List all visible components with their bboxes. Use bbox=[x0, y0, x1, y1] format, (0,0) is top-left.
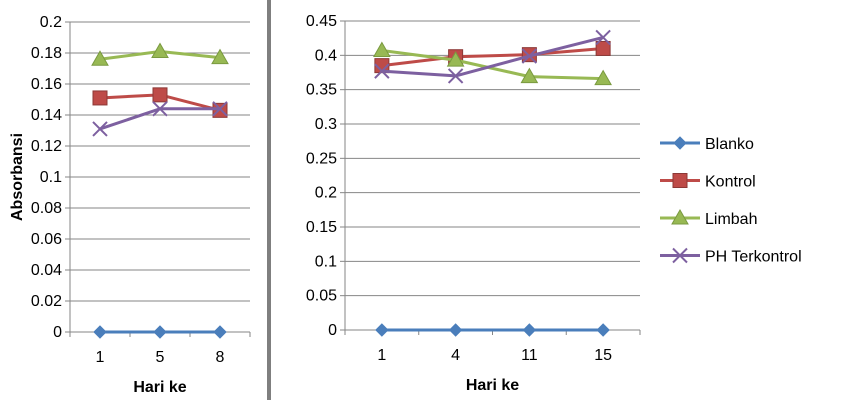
chart-right-y-tick-label: 0.3 bbox=[315, 116, 337, 133]
legend: Blanko Kontrol Limbah PH Terkontrol bbox=[660, 136, 802, 266]
chart-right-point-ph-terkontrol bbox=[447, 68, 464, 84]
legend-marker-limbah bbox=[671, 208, 689, 225]
legend-label-kontrol: Kontrol bbox=[705, 174, 756, 191]
chart-right-point-ph-terkontrol bbox=[595, 29, 611, 46]
chart-right-y-tick-label: 0.4 bbox=[315, 47, 337, 64]
chart-left-point-kontrol bbox=[92, 90, 108, 106]
chart-left-point-blanko bbox=[153, 325, 167, 339]
chart-left-y-axis-title: Absorbansi bbox=[9, 133, 26, 221]
chart-left-point-ph-terkontrol bbox=[152, 101, 168, 117]
chart-left-point-ph-terkontrol bbox=[92, 121, 108, 137]
chart-right-y-tick-label: 0.1 bbox=[315, 253, 337, 270]
chart-right-y-tick-label: 0.25 bbox=[306, 150, 337, 167]
legend-label-blanko: Blanko bbox=[705, 136, 754, 153]
chart-right-x-tick-label: 1 bbox=[377, 347, 386, 364]
chart-left-y-tick-label: 0.14 bbox=[31, 107, 62, 124]
panel-separator bbox=[267, 0, 271, 400]
chart-right-point-blanko bbox=[448, 323, 463, 337]
chart-left-point-limbah bbox=[151, 42, 169, 58]
chart-left-y-tick-label: 0.02 bbox=[31, 293, 62, 310]
legend-label-limbah: Limbah bbox=[705, 211, 757, 228]
chart-left-y-tick-label: 0.06 bbox=[31, 231, 62, 248]
chart-right-series-line-kontrol bbox=[381, 46, 604, 68]
chart-left-point-limbah bbox=[211, 48, 229, 65]
chart-left-point-kontrol bbox=[212, 102, 228, 118]
chart-right-point-ph-terkontrol bbox=[521, 48, 538, 64]
chart-left-y-tick-label: 0.08 bbox=[31, 200, 62, 217]
legend-marker-ph-terkontrol bbox=[672, 247, 688, 264]
chart-right-point-limbah bbox=[373, 41, 391, 58]
chart-left-point-limbah bbox=[91, 50, 109, 66]
chart-right-point-limbah bbox=[594, 69, 612, 86]
chart-right-series-line-limbah bbox=[381, 49, 604, 81]
chart-right-y-tick-label: 0.2 bbox=[315, 185, 337, 202]
chart-right-point-limbah bbox=[446, 51, 465, 67]
chart-left-y-tick-label: 0.04 bbox=[31, 262, 62, 279]
chart-left-x-tick-label: 1 bbox=[96, 349, 105, 366]
chart-left: Hari ke Absorbansi 0 0.02 0.04 0.06 0.08 0.1 0… bbox=[9, 14, 251, 396]
chart-right-y-tick-label: 0.15 bbox=[306, 219, 337, 236]
chart-right: Hari ke 0 0.05 0.1 0.15 0.2 0.25 0.3 0.35 0.4 0.4… bbox=[306, 13, 641, 394]
chart-left-y-tick-label: 0 bbox=[53, 324, 62, 341]
chart-right-x-tick-label: 4 bbox=[451, 347, 460, 364]
chart-right-y-tick-label: 0.35 bbox=[306, 82, 337, 99]
legend-marker-kontrol bbox=[672, 173, 688, 188]
legend-marker-blanko bbox=[673, 136, 687, 150]
chart-left-y-tick-label: 0.1 bbox=[40, 169, 62, 186]
chart-left-point-kontrol bbox=[152, 87, 168, 103]
chart-left-y-tick-label: 0.16 bbox=[31, 76, 62, 93]
chart-right-y-tick-label: 0.05 bbox=[306, 288, 337, 305]
chart-right-point-ph-terkontrol bbox=[374, 63, 390, 79]
legend-label-ph-terkontrol: PH Terkontrol bbox=[705, 249, 802, 266]
chart-left-point-ph-terkontrol bbox=[212, 101, 228, 117]
chart-right-x-axis-title: Hari ke bbox=[466, 377, 519, 394]
chart-right-x-tick-label: 15 bbox=[594, 347, 612, 364]
chart-right-point-kontrol bbox=[374, 58, 390, 74]
chart-right-y-tick-label: 0.45 bbox=[306, 13, 337, 30]
chart-right-series-line-ph-terkontrol bbox=[381, 36, 604, 78]
chart-right-y-tick-label: 0 bbox=[328, 322, 337, 339]
chart-left-y-tick-label: 0.12 bbox=[31, 138, 62, 155]
chart-right-point-blanko bbox=[596, 323, 610, 337]
chart-right-point-blanko bbox=[375, 323, 389, 337]
chart-right-point-blanko bbox=[522, 323, 537, 337]
chart-left-x-tick-label: 8 bbox=[216, 349, 225, 366]
chart-right-point-limbah bbox=[520, 67, 539, 84]
chart-left-y-tick-label: 0.2 bbox=[40, 14, 62, 31]
chart-left-point-blanko bbox=[93, 325, 107, 339]
chart-left-x-axis-title: Hari ke bbox=[133, 379, 186, 396]
chart-left-point-blanko bbox=[213, 325, 227, 339]
chart-right-point-kontrol bbox=[595, 40, 611, 56]
chart-right-x-tick-label: 11 bbox=[521, 347, 538, 364]
chart-left-x-tick-label: 5 bbox=[156, 349, 165, 366]
chart-left-y-tick-label: 0.18 bbox=[31, 45, 62, 62]
